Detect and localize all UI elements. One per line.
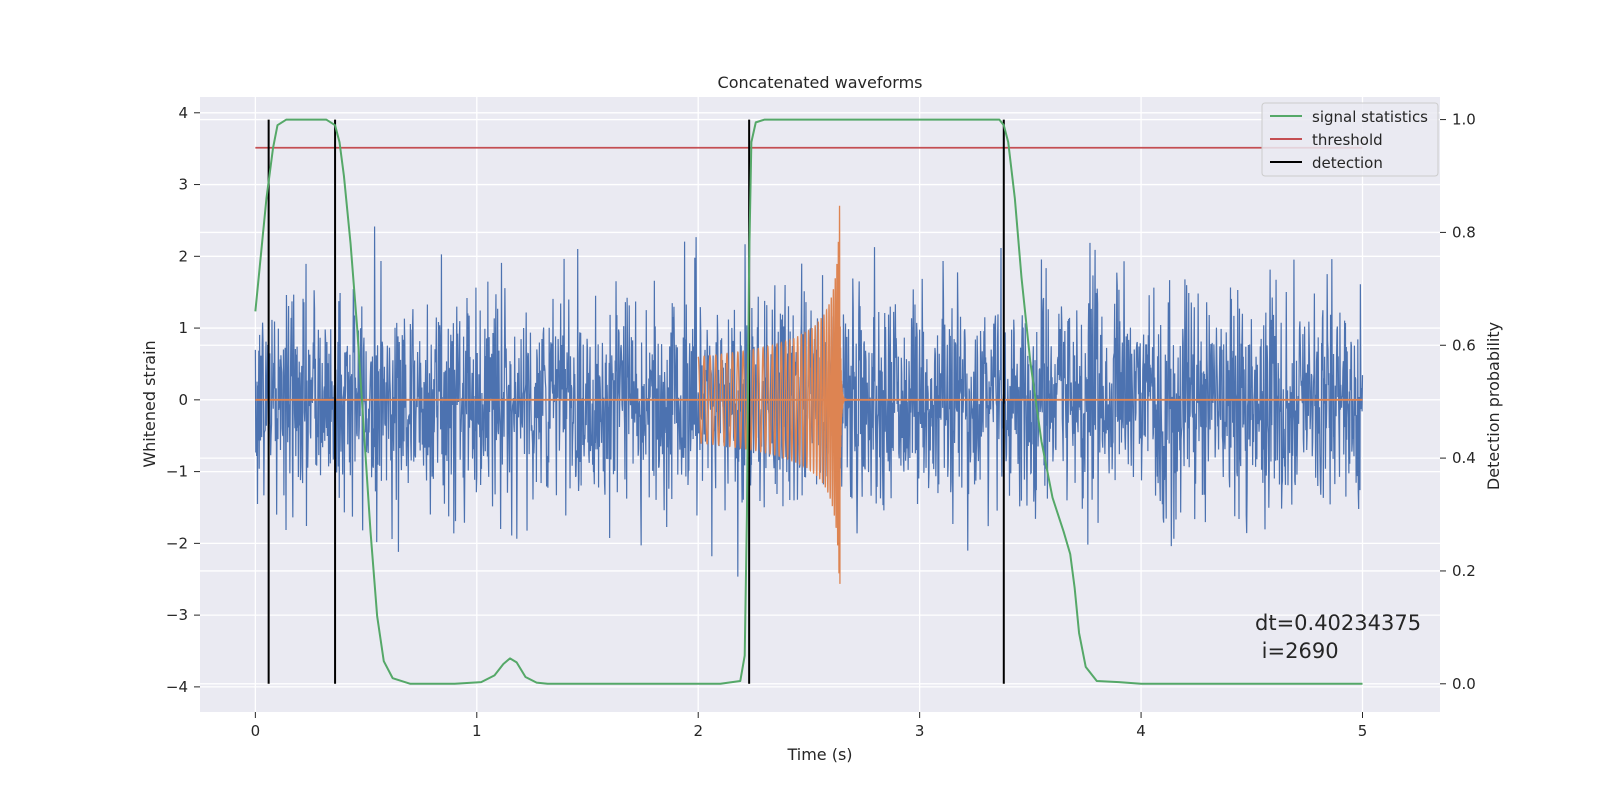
- y-tick-label: −2: [166, 534, 188, 552]
- y-tick-label: −1: [166, 463, 188, 481]
- chart-title: Concatenated waveforms: [718, 73, 923, 92]
- template-series: [255, 205, 1363, 584]
- y2-tick-label: 0.0: [1452, 675, 1476, 693]
- y-tick-label: 0: [178, 391, 188, 409]
- ticks: 0 1 2 3 4 5 −4 −3 −2 −1 0 1 2 3 4 0.0 0.2 0.4 0.6 0.8 1.0: [166, 104, 1476, 740]
- y-tick-label: 1: [178, 319, 188, 337]
- y2-tick-label: 0.2: [1452, 562, 1476, 580]
- y2-tick-label: 0.4: [1452, 449, 1476, 467]
- signal-statistics-line: [254, 118, 1363, 685]
- legend-label-signal-statistics: signal statistics: [1312, 108, 1428, 126]
- y2-tick-label: 0.6: [1452, 336, 1476, 354]
- y-tick-label: −3: [166, 606, 188, 624]
- x-tick-label: 1: [472, 722, 482, 740]
- y2-axis-label: Detection probability: [1484, 322, 1503, 490]
- annotation-line-1: dt=0.40234375: [1255, 611, 1421, 635]
- x-tick-label: 0: [251, 722, 261, 740]
- y-tick-label: 2: [178, 247, 188, 265]
- x-tick-label: 2: [693, 722, 703, 740]
- y-tick-label: −4: [166, 678, 188, 696]
- y-tick-label: 3: [178, 176, 188, 194]
- y-axis-label: Whitened strain: [140, 340, 159, 467]
- y2-tick-label: 0.8: [1452, 223, 1476, 241]
- x-tick-label: 5: [1358, 722, 1368, 740]
- legend-label-detection: detection: [1312, 154, 1383, 172]
- x-tick-label: 4: [1136, 722, 1146, 740]
- signal-statistics-series: [254, 118, 1363, 685]
- legend-box: [1261, 102, 1439, 177]
- y-tick-label: 4: [178, 104, 188, 122]
- x-tick-label: 3: [915, 722, 925, 740]
- annotation: dt=0.40234375 i=2690: [1255, 611, 1421, 663]
- y2-tick-label: 1.0: [1452, 111, 1476, 129]
- template-line: [697, 205, 848, 584]
- x-axis-label: Time (s): [786, 745, 852, 764]
- legend: signal statistics threshold detection: [1261, 102, 1439, 177]
- legend-label-threshold: threshold: [1312, 131, 1383, 149]
- annotation-line-2: i=2690: [1255, 639, 1339, 663]
